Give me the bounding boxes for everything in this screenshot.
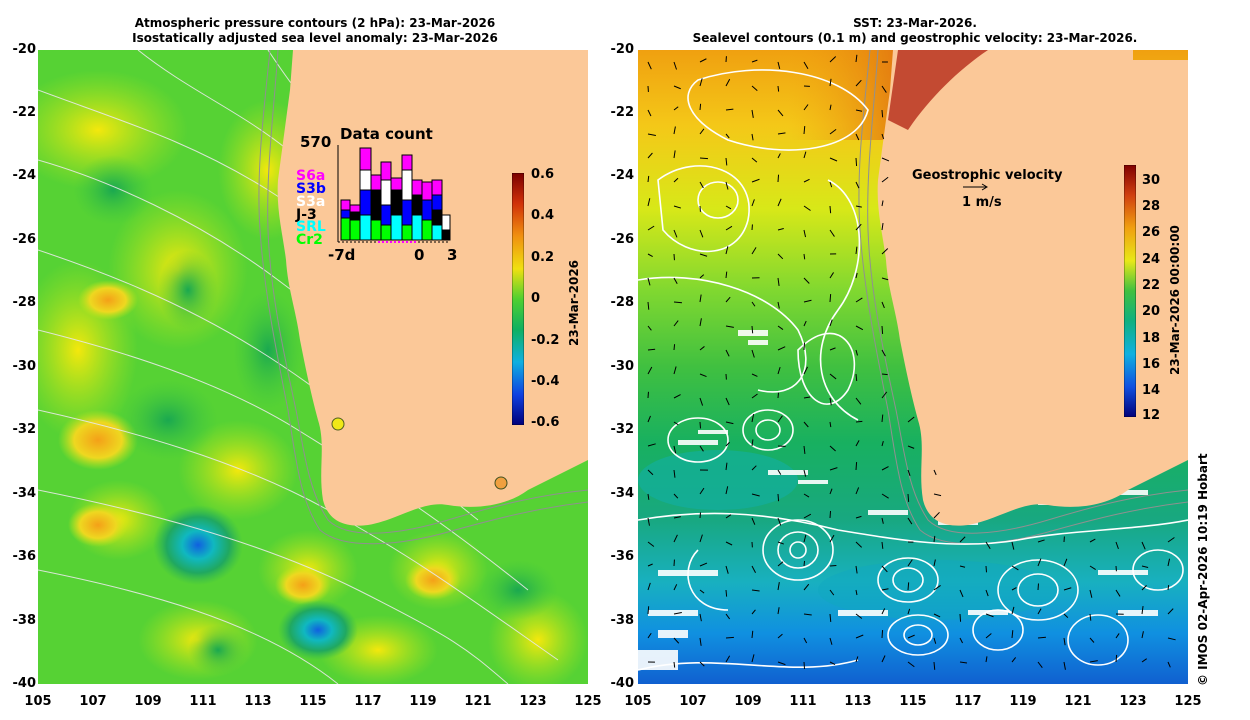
inset-bars bbox=[340, 147, 451, 241]
right-title-line1: SST: 23-Mar-2026. bbox=[853, 16, 977, 30]
right-x-tick-9: 123 bbox=[1119, 694, 1147, 709]
legend-j3: J-3 bbox=[296, 207, 317, 223]
inset-max-label: 570 bbox=[300, 133, 332, 151]
right-map bbox=[638, 50, 1188, 684]
left-y-tick-7: -34 bbox=[12, 486, 37, 501]
left-map-title: Atmospheric pressure contours (2 hPa): 2… bbox=[40, 16, 590, 46]
inset-x-end: 3 bbox=[447, 246, 458, 264]
left-cb-tick-6: -0.6 bbox=[531, 415, 560, 430]
right-x-tick-6: 117 bbox=[954, 694, 982, 709]
right-cb-tick-2: 26 bbox=[1142, 225, 1161, 240]
velocity-scale-label: 1 m/s bbox=[962, 195, 1002, 210]
right-colorbar bbox=[1124, 165, 1136, 417]
left-y-tick-1: -22 bbox=[12, 105, 37, 120]
right-y-tick-1: -22 bbox=[610, 105, 635, 120]
right-y-tick-9: -38 bbox=[610, 613, 635, 628]
right-cb-tick-3: 24 bbox=[1142, 252, 1161, 267]
right-x-tick-0: 105 bbox=[624, 694, 652, 709]
left-x-tick-5: 115 bbox=[299, 694, 327, 709]
left-map bbox=[38, 50, 588, 684]
right-cb-tick-9: 12 bbox=[1142, 408, 1161, 423]
right-cb-tick-5: 20 bbox=[1142, 304, 1161, 319]
right-y-tick-6: -32 bbox=[610, 422, 635, 437]
left-cb-tick-2: 0.2 bbox=[531, 250, 555, 265]
right-title-line2: Sealevel contours (0.1 m) and geostrophi… bbox=[692, 31, 1138, 45]
right-y-tick-5: -30 bbox=[610, 359, 635, 374]
left-title-line1: Atmospheric pressure contours (2 hPa): 2… bbox=[134, 16, 496, 30]
left-y-tick-4: -28 bbox=[12, 295, 37, 310]
right-cb-tick-8: 14 bbox=[1142, 383, 1161, 398]
left-y-tick-5: -30 bbox=[12, 359, 37, 374]
left-x-tick-3: 111 bbox=[189, 694, 217, 709]
velocity-label: Geostrophic velocity bbox=[912, 168, 1063, 183]
inset-x-start: -7d bbox=[328, 246, 356, 264]
left-colorbar-label: 23-Mar-2026 bbox=[567, 259, 581, 346]
right-cb-tick-4: 22 bbox=[1142, 278, 1161, 293]
left-x-tick-1: 107 bbox=[79, 694, 107, 709]
left-x-tick-2: 109 bbox=[134, 694, 162, 709]
left-y-tick-9: -38 bbox=[12, 613, 37, 628]
left-y-tick-10: -40 bbox=[12, 676, 37, 691]
left-cb-tick-1: 0.4 bbox=[531, 208, 555, 223]
left-y-tick-8: -36 bbox=[12, 549, 37, 564]
left-x-tick-8: 121 bbox=[464, 694, 492, 709]
right-cb-tick-1: 28 bbox=[1142, 199, 1161, 214]
right-x-tick-5: 115 bbox=[899, 694, 927, 709]
right-cb-tick-6: 18 bbox=[1142, 331, 1161, 346]
right-cb-tick-7: 16 bbox=[1142, 357, 1161, 372]
imos-credit: © IMOS 02-Apr-2026 10:19 Hobart bbox=[1196, 453, 1210, 686]
left-y-tick-2: -24 bbox=[12, 168, 37, 183]
right-y-tick-8: -36 bbox=[610, 549, 635, 564]
right-map-title: SST: 23-Mar-2026. Sealevel contours (0.1… bbox=[640, 16, 1190, 46]
right-y-tick-3: -26 bbox=[610, 232, 635, 247]
right-y-tick-2: -24 bbox=[610, 168, 635, 183]
left-x-tick-6: 117 bbox=[354, 694, 382, 709]
right-y-tick-4: -28 bbox=[610, 295, 635, 310]
inset-x-zero: 0 bbox=[414, 246, 425, 264]
left-x-tick-0: 105 bbox=[24, 694, 52, 709]
legend-s3b: S3b bbox=[296, 181, 326, 197]
left-cb-tick-0: 0.6 bbox=[531, 167, 555, 182]
right-y-tick-7: -34 bbox=[610, 486, 635, 501]
right-x-tick-10: 125 bbox=[1174, 694, 1202, 709]
right-x-tick-2: 109 bbox=[734, 694, 762, 709]
right-colorbar-label: 23-Mar-2026 00:00:00 bbox=[1168, 225, 1182, 375]
left-title-line2: Isostatically adjusted sea level anomaly… bbox=[132, 31, 498, 45]
legend-s6a: S6a bbox=[296, 168, 326, 184]
right-x-tick-7: 119 bbox=[1009, 694, 1037, 709]
velocity-scale-arrow bbox=[963, 183, 988, 191]
right-x-tick-8: 121 bbox=[1064, 694, 1092, 709]
left-x-tick-10: 125 bbox=[574, 694, 602, 709]
legend-s3a: S3a bbox=[296, 194, 326, 210]
left-x-tick-9: 123 bbox=[519, 694, 547, 709]
right-y-tick-0: -20 bbox=[610, 42, 635, 57]
left-cb-tick-3: 0 bbox=[531, 291, 541, 306]
legend-srl: SRL bbox=[296, 219, 326, 235]
right-cb-tick-0: 30 bbox=[1142, 173, 1161, 188]
data-count-inset bbox=[337, 145, 451, 243]
left-colorbar bbox=[512, 173, 524, 425]
left-y-tick-0: -20 bbox=[12, 42, 37, 57]
legend-cr2: Cr2 bbox=[296, 232, 323, 248]
left-y-tick-3: -26 bbox=[12, 232, 37, 247]
right-x-tick-1: 107 bbox=[679, 694, 707, 709]
inset-title: Data count bbox=[340, 125, 433, 143]
right-y-tick-10: -40 bbox=[610, 676, 635, 691]
left-cb-tick-4: -0.2 bbox=[531, 333, 560, 348]
right-x-tick-4: 113 bbox=[844, 694, 872, 709]
left-x-tick-7: 119 bbox=[409, 694, 437, 709]
left-x-tick-4: 113 bbox=[244, 694, 272, 709]
left-cb-tick-5: -0.4 bbox=[531, 374, 560, 389]
left-y-tick-6: -32 bbox=[12, 422, 37, 437]
right-x-tick-3: 111 bbox=[789, 694, 817, 709]
